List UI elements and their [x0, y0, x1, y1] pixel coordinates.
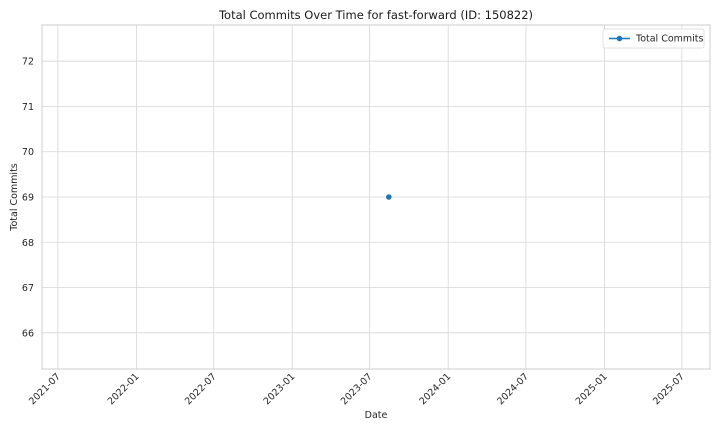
y-tick-label: 67 — [22, 283, 34, 294]
legend: Total Commits — [602, 28, 705, 49]
y-tick-label: 69 — [22, 193, 34, 204]
y-axis-ticks: 66 67 68 69 70 71 72 — [22, 57, 34, 340]
y-tick-label: 68 — [22, 238, 34, 249]
legend-marker-icon — [616, 35, 623, 42]
gridlines — [42, 25, 710, 369]
legend-box — [602, 28, 705, 49]
chart-title: Total Commits Over Time for fast-forward… — [218, 8, 533, 22]
data-point — [386, 194, 392, 200]
legend-label: Total Commits — [635, 34, 704, 45]
plot-area-frame — [41, 24, 711, 370]
y-tick-label: 71 — [22, 102, 34, 113]
series-layer — [386, 194, 392, 200]
y-tick-label: 66 — [22, 328, 34, 339]
y-tick-label: 70 — [22, 147, 34, 158]
y-axis-label: Total Commits — [9, 163, 20, 232]
x-axis-label: Date — [365, 410, 388, 421]
y-tick-label: 72 — [22, 57, 34, 68]
